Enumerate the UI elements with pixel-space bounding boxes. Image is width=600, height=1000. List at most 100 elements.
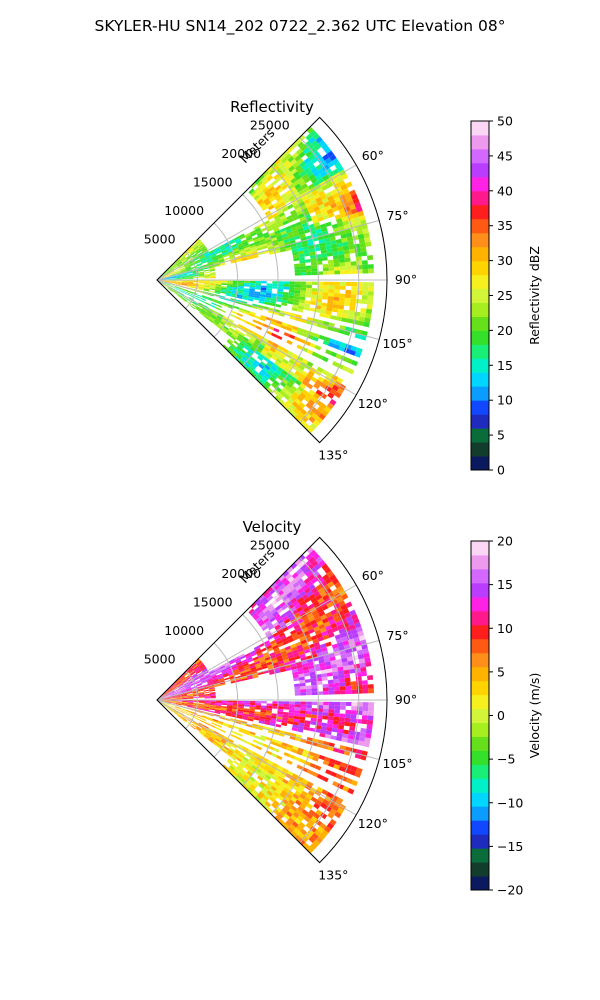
- heatmap-cell: [214, 264, 221, 268]
- heatmap-cell: [311, 711, 318, 716]
- heatmap-cell: [301, 642, 309, 648]
- heatmap-cell: [367, 675, 374, 681]
- heatmap-cell: [164, 702, 170, 705]
- heatmap-cell: [209, 273, 216, 275]
- heatmap-cell: [274, 217, 282, 223]
- heatmap-cell: [282, 294, 289, 298]
- heatmap-cell: [310, 717, 317, 722]
- heatmap-cell: [282, 195, 289, 202]
- heatmap-cell: [271, 802, 278, 809]
- heatmap-cell: [272, 772, 280, 779]
- heatmap-cell: [310, 177, 318, 184]
- heatmap-cell: [312, 150, 320, 158]
- heatmap-cell: [175, 258, 180, 264]
- heatmap-cell: [264, 656, 271, 661]
- heatmap-cell: [281, 184, 288, 191]
- heatmap-cell: [207, 681, 214, 685]
- heatmap-cell: [312, 218, 319, 224]
- heatmap-cell: [321, 302, 328, 307]
- heatmap-cell: [226, 288, 233, 291]
- heatmap-cell: [275, 778, 283, 784]
- heatmap-cell: [308, 836, 316, 844]
- heatmap-cell: [246, 254, 253, 258]
- heatmap-cell: [308, 307, 316, 312]
- heatmap-cell: [276, 161, 284, 168]
- heatmap-cell: [252, 369, 259, 376]
- heatmap-cell: [274, 249, 281, 254]
- heatmap-cell: [313, 753, 320, 759]
- heatmap-cell: [167, 708, 173, 712]
- heatmap-cell: [199, 244, 206, 250]
- heatmap-cell: [274, 229, 281, 235]
- heatmap-cell: [321, 143, 329, 151]
- heatmap-cell: [288, 754, 296, 760]
- heatmap-cell: [286, 566, 294, 574]
- heatmap-cell: [323, 621, 331, 628]
- heatmap-cell: [259, 193, 267, 199]
- heatmap-cell: [242, 297, 248, 301]
- heatmap-cell: [335, 186, 343, 193]
- heatmap-cell: [322, 573, 330, 581]
- heatmap-cell: [286, 591, 293, 599]
- heatmap-cell: [243, 731, 250, 736]
- colorbar-segment: [471, 568, 489, 584]
- heatmap-cell: [230, 313, 237, 318]
- heatmap-cell: [245, 320, 252, 326]
- angle-tick-label: 90°: [395, 692, 417, 707]
- heatmap-cell: [196, 250, 202, 255]
- heatmap-cell: [273, 664, 280, 669]
- heatmap-cell: [175, 679, 181, 684]
- heatmap-cell: [296, 210, 304, 216]
- heatmap-cell: [291, 668, 298, 673]
- heatmap-cell: [164, 283, 170, 286]
- heatmap-cell: [215, 726, 221, 731]
- heatmap-cell: [249, 280, 256, 284]
- heatmap-cell: [295, 594, 302, 601]
- heatmap-cell: [321, 722, 328, 727]
- heatmap-cell: [362, 706, 369, 712]
- heatmap-cell: [213, 730, 219, 735]
- heatmap-cell: [334, 690, 341, 695]
- heatmap-cell: [283, 281, 290, 285]
- heatmap-cell: [286, 192, 294, 199]
- heatmap-cell: [322, 584, 330, 591]
- heatmap-cell: [275, 196, 283, 202]
- heatmap-cell: [198, 700, 205, 702]
- heatmap-cell: [252, 673, 259, 677]
- heatmap-cell: [320, 160, 328, 168]
- heatmap-cell: [341, 593, 349, 601]
- heatmap-cell: [338, 208, 346, 215]
- heatmap-cell: [251, 250, 258, 255]
- heatmap-cell: [313, 382, 321, 390]
- heatmap-cell: [313, 802, 321, 810]
- heatmap-cell: [352, 632, 359, 639]
- heatmap-cell: [252, 675, 259, 679]
- heatmap-cell: [235, 255, 242, 259]
- heatmap-cell: [223, 722, 229, 726]
- heatmap-cell: [201, 308, 208, 313]
- heatmap-cell: [345, 357, 353, 364]
- heatmap-cell: [250, 248, 257, 253]
- heatmap-cell: [287, 156, 295, 163]
- heatmap-cell: [248, 710, 255, 714]
- heatmap-cell: [244, 729, 251, 734]
- heatmap-cell: [308, 593, 316, 601]
- heatmap-cell: [287, 297, 294, 302]
- heatmap-cell: [291, 212, 298, 218]
- heatmap-cell: [306, 281, 312, 285]
- heatmap-cell: [276, 607, 284, 614]
- heatmap-cell: [208, 669, 215, 674]
- heatmap-cell: [206, 718, 213, 722]
- heatmap-cell: [303, 249, 310, 254]
- heatmap-cell: [284, 731, 292, 736]
- heatmap-cell: [276, 293, 283, 298]
- heatmap-cell: [267, 635, 274, 641]
- heatmap-cell: [225, 742, 232, 748]
- heatmap-cell: [352, 197, 360, 205]
- heatmap-cell: [332, 724, 339, 729]
- heatmap-cell: [276, 786, 284, 793]
- heatmap-cell: [174, 689, 180, 692]
- heatmap-cell: [328, 762, 335, 768]
- heatmap-cell: [300, 144, 308, 152]
- heatmap-cell: [239, 235, 246, 240]
